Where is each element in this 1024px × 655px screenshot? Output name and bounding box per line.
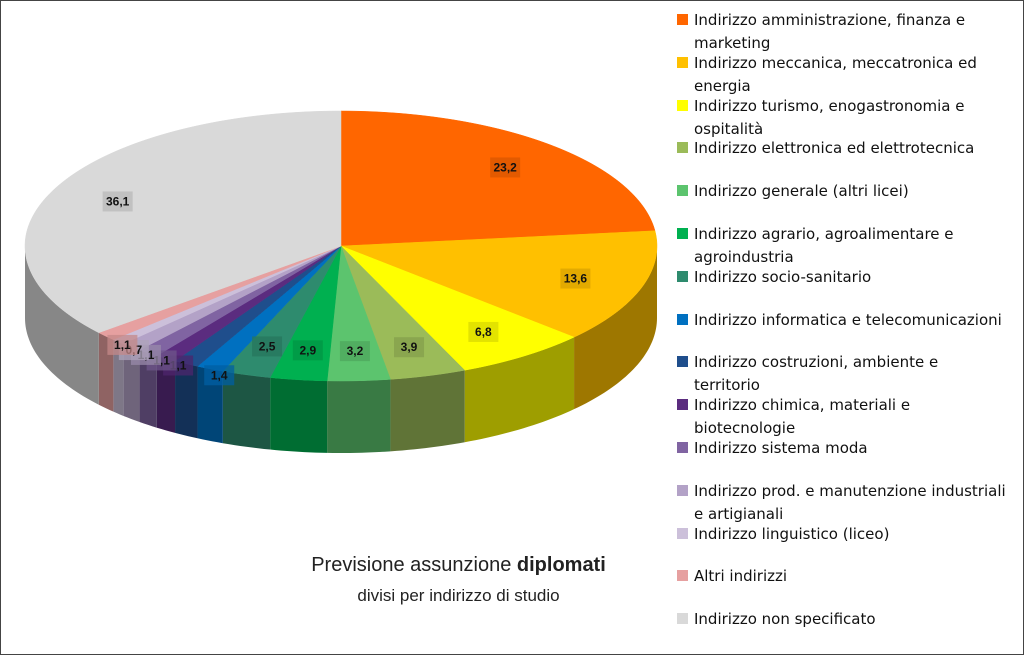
legend-swatch [677,270,688,282]
legend-item: Indirizzo turismo, enogastronomia e ospi… [677,95,1007,141]
legend-label: Indirizzo generale (altri licei) [694,182,909,201]
pie-sides [25,246,657,453]
value-label: 2,5 [259,339,276,353]
legend-item: Indirizzo amministrazione, finanza e mar… [677,9,1007,55]
title-plain: Previsione assunzione [311,554,512,576]
legend-swatch [677,442,688,453]
slice-side [197,366,223,444]
legend-swatch [677,356,688,368]
slice-side [222,371,271,450]
chart-title: Previsione assunzione diplomati [261,554,656,577]
legend-item: Indirizzo elettronica ed elettrotecnica [677,137,1007,160]
legend-swatch [677,399,688,411]
value-label: 23,2 [493,160,517,174]
value-label: 3,9 [401,340,418,354]
slice-side [390,370,465,452]
value-label-box [292,340,323,361]
legend-label: Indirizzo turismo, enogastronomia e ospi… [694,96,965,138]
legend-item: Indirizzo linguistico (liceo) [677,523,1007,546]
legend-label: Indirizzo non specificato [694,610,876,629]
value-label: 13,6 [564,272,588,286]
value-label: 6,8 [475,325,492,339]
value-label-box [102,191,133,212]
legend-label: Altri indirizzi [694,567,788,586]
value-labels: 23,213,66,83,93,22,92,51,41,11,11,10,71,… [102,157,591,386]
slice-side [25,246,99,405]
legend-item: Indirizzo agrario, agroalimentare e agro… [677,223,1007,269]
legend-item: Indirizzo meccanica, meccatronica ed ene… [677,52,1007,98]
legend-swatch [677,99,688,111]
legend-swatch [677,484,688,496]
slice-side [464,337,575,443]
value-label-box [107,334,138,355]
slice [340,245,466,380]
legend-swatch [677,228,688,239]
value-label: 1,4 [211,368,228,382]
value-label-box [339,341,370,362]
slice [24,110,342,333]
value-label: 2,9 [299,343,316,357]
pie-tops [24,110,658,382]
legend-swatch [677,313,688,325]
legend-label: Indirizzo agrario, agroalimentare e agro… [694,225,954,266]
legend-label: Indirizzo sistema moda [694,439,868,457]
value-label-box [252,336,283,357]
value-label: 3,2 [347,344,364,358]
legend-swatch [677,185,688,197]
legend-item: Indirizzo sistema moda [677,437,1007,460]
value-label-box [394,337,425,358]
value-label-box [468,321,499,342]
slice-side [270,377,328,453]
legend-item: Indirizzo prod. e manutenzione industria… [677,480,1007,526]
slice-side [574,246,657,410]
legend-label: Indirizzo linguistico (liceo) [694,524,890,543]
legend-swatch [677,14,688,25]
chart-subtitle: divisi per indirizzo di studio [357,586,560,605]
legend-label: Indirizzo chimica, materiali e biotecnol… [694,396,911,438]
slice [340,110,656,247]
legend-item: Indirizzo non specificato [677,608,1007,631]
value-label-box [490,157,521,178]
legend-label: Indirizzo costruzioni, ambiente e territ… [694,353,939,395]
legend-item: Indirizzo generale (altri licei) [677,180,1007,203]
legend-swatch [677,570,688,582]
legend-item: Indirizzo chimica, materiali e biotecnol… [677,394,1007,440]
legend-item: Indirizzo costruzioni, ambiente e territ… [677,351,1007,397]
legend-swatch [677,56,688,68]
value-label-box [204,365,235,386]
value-label: 36,1 [106,194,130,208]
title-bold: diplomati [516,554,606,576]
slice-side [175,360,198,439]
value-label: 1,1 [114,338,131,352]
slice [340,230,658,338]
legend-swatch [677,613,688,625]
legend-label: Indirizzo socio-sanitario [694,267,872,286]
legend-label: Indirizzo prod. e manutenzione industria… [694,481,1006,523]
value-label-box [560,268,591,289]
legend-label: Indirizzo informatica e telecomunicazion… [694,310,1002,329]
legend-label: Indirizzo amministrazione, finanza e mar… [694,11,966,52]
slice [340,245,575,371]
legend-swatch [677,142,688,154]
legend-item: Indirizzo informatica e telecomunicazion… [677,309,1007,332]
legend-swatch [677,527,688,539]
legend-item: Altri indirizzi [677,565,1007,588]
legend-label: Indirizzo elettronica ed elettrotecnica [694,139,975,158]
slice [269,245,342,382]
slice-side [327,379,391,453]
legend-item: Indirizzo socio-sanitario [677,266,1007,289]
legend-label: Indirizzo meccanica, meccatronica ed ene… [694,53,977,95]
